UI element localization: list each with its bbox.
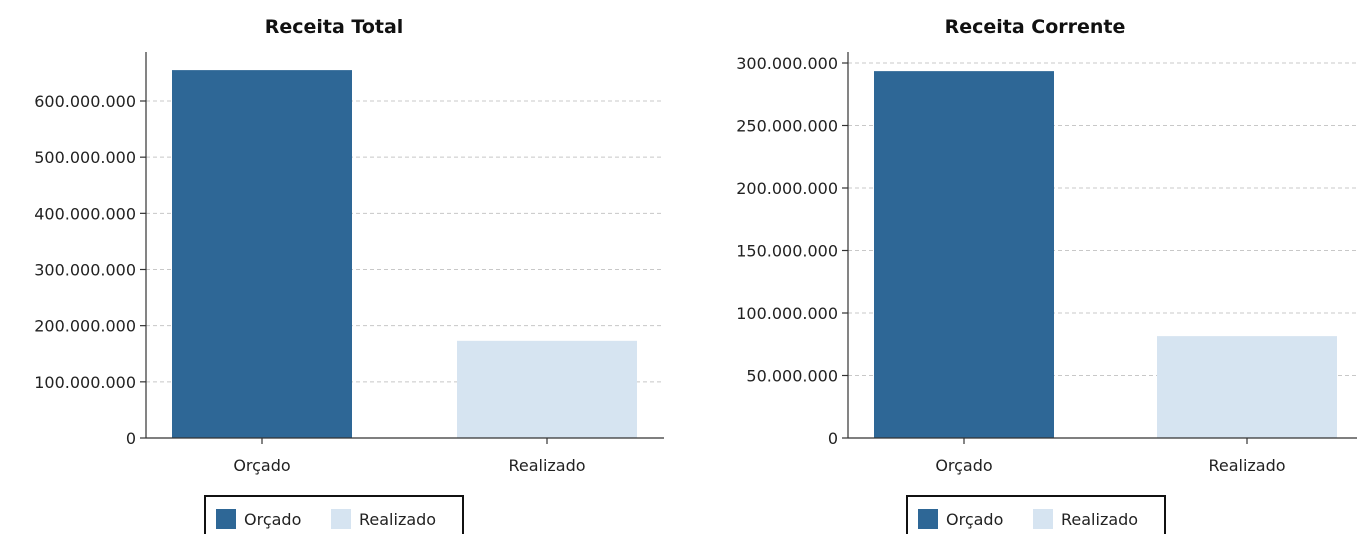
y-tick-label: 200.000.000: [736, 179, 838, 198]
legend-swatch: [331, 509, 351, 529]
legend-swatch: [918, 509, 938, 529]
y-tick-label: 250.000.000: [736, 117, 838, 136]
legend: Orçado Realizado: [906, 495, 1166, 534]
legend-label: Realizado: [359, 510, 436, 529]
y-tick-label: 200.000.000: [34, 317, 136, 336]
legend: Orçado Realizado: [204, 495, 464, 534]
chart-title: Receita Total: [265, 16, 404, 38]
bar-orado[interactable]: [874, 71, 1054, 438]
bar-realizado[interactable]: [1157, 336, 1337, 438]
y-tick-label: 0: [828, 429, 838, 448]
bar-realizado[interactable]: [457, 340, 637, 438]
legend-swatch: [1033, 509, 1053, 529]
y-tick-label: 600.000.000: [34, 92, 136, 111]
chart-2: Receita Corrente 0 50.000.000 100.000.000 15…: [736, 16, 1357, 534]
y-tick-label: 300.000.000: [34, 261, 136, 280]
x-tick-label: Orçado: [233, 456, 290, 475]
y-tick-label: 0: [126, 429, 136, 448]
y-tick-label: 100.000.000: [34, 373, 136, 392]
y-tick-label: 300.000.000: [736, 54, 838, 73]
y-tick-label: 400.000.000: [34, 204, 136, 223]
x-tick-label: Realizado: [508, 456, 585, 475]
chart-1: Receita Total 0 100.000.000 200.000.000 300.…: [34, 16, 664, 534]
legend-label: Realizado: [1061, 510, 1138, 529]
y-tick-label: 50.000.000: [746, 367, 838, 386]
x-tick-label: Orçado: [935, 456, 992, 475]
y-tick-label: 150.000.000: [736, 242, 838, 261]
x-tick-label: Realizado: [1208, 456, 1285, 475]
y-tick-label: 500.000.000: [34, 148, 136, 167]
legend-swatch: [216, 509, 236, 529]
y-tick-label: 100.000.000: [736, 304, 838, 323]
legend-label: Orçado: [244, 510, 301, 529]
bar-orado[interactable]: [172, 70, 352, 438]
legend-label: Orçado: [946, 510, 1003, 529]
chart-title: Receita Corrente: [945, 16, 1126, 38]
